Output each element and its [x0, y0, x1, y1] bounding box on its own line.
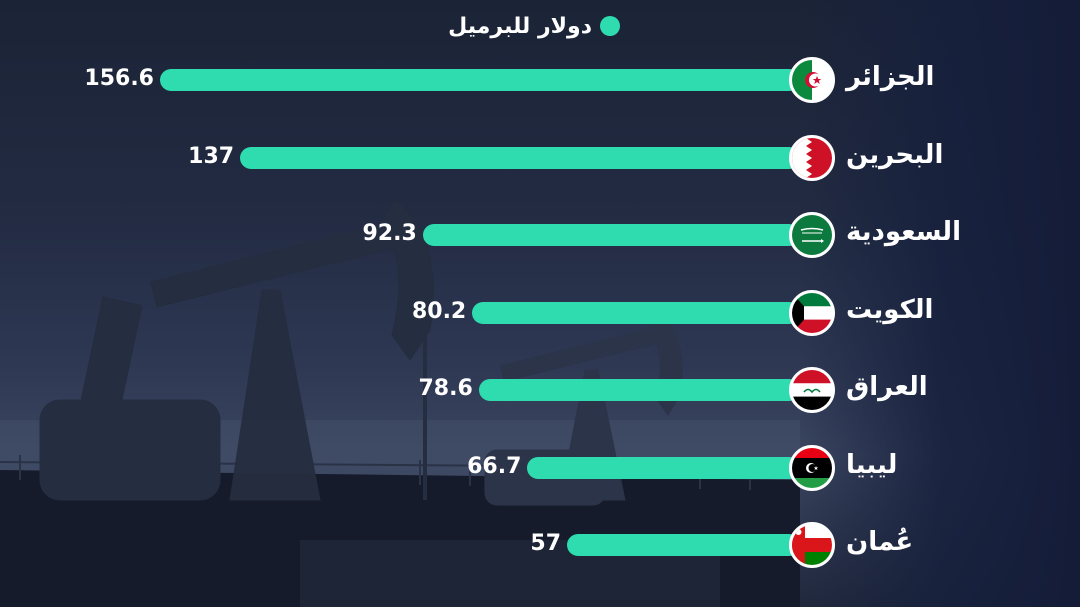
iraq-flag-icon: [789, 367, 835, 413]
bar-4: [478, 379, 800, 401]
category-label-6: عُمان: [846, 527, 914, 557]
category-label-0: الجزائر: [846, 62, 935, 92]
oman-flag-icon: [789, 522, 835, 568]
category-label-4: العراق: [846, 372, 928, 402]
legend-dot: [600, 16, 620, 36]
bar-1: [240, 146, 800, 169]
value-label-2: 92.3: [362, 221, 417, 246]
value-label-6: 57: [530, 531, 562, 556]
bahrain-flag-icon: [789, 134, 835, 181]
value-label-0: 156.6: [84, 66, 154, 91]
kuwait-flag-icon: [789, 289, 835, 336]
category-label-2: السعودية: [846, 217, 961, 247]
algeria-flag-icon: [789, 57, 835, 103]
bar-0: [160, 69, 800, 91]
category-label-1: البحرين: [846, 139, 944, 170]
category-label-3: الكويت: [846, 294, 934, 325]
right-panel-shade: [800, 0, 1080, 607]
value-label-3: 80.2: [411, 298, 467, 324]
value-label-5: 66.7: [467, 453, 522, 479]
libya-flag-icon: [789, 444, 835, 491]
bar-6: [567, 534, 800, 556]
value-label-4: 78.6: [418, 376, 473, 401]
legend: دولار للبرميل: [400, 10, 620, 42]
category-label-5: ليبيا: [846, 449, 898, 480]
saudi-flag-icon: [789, 212, 835, 258]
bar-3: [472, 301, 800, 324]
legend-label: دولار للبرميل: [448, 13, 592, 39]
bar-5: [527, 456, 800, 479]
value-label-1: 137: [188, 143, 235, 169]
bar-2: [422, 224, 800, 246]
